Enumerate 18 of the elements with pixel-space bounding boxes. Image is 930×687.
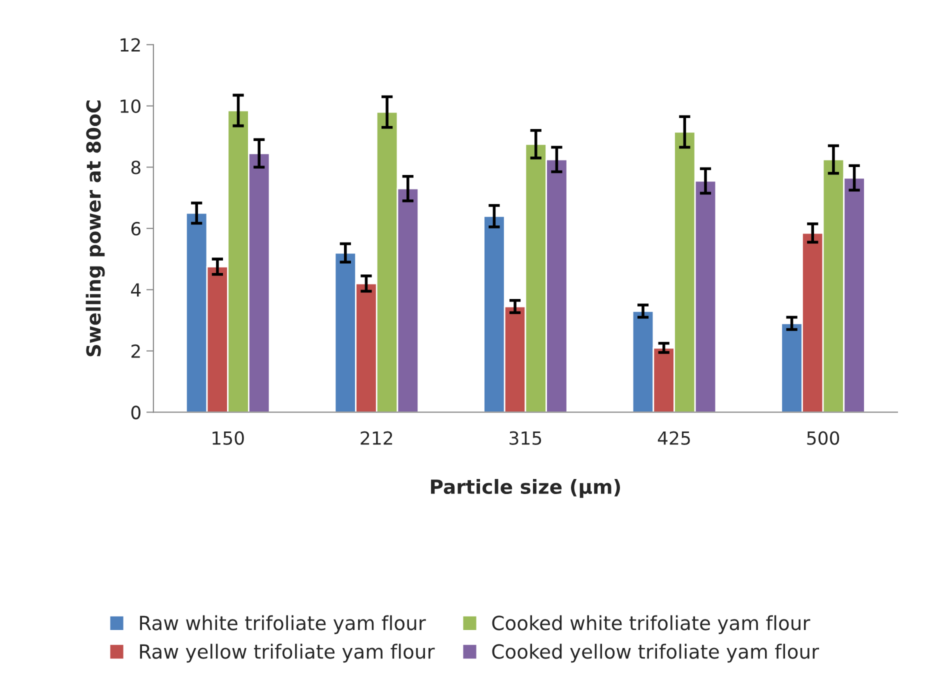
y-tick-label: 2: [131, 344, 140, 358]
y-tick-label: 12: [120, 38, 140, 52]
y-axis-title: Swelling power at 80oC: [86, 100, 105, 356]
x-tick-label: 425: [658, 431, 690, 445]
x-axis-title: Particle size (µm): [431, 478, 620, 498]
x-tick-label: 212: [360, 431, 392, 445]
y-tick-label: 4: [131, 283, 141, 297]
y-tick-label: 10: [120, 99, 140, 114]
y-tick-label: 8: [131, 160, 140, 174]
x-tick-label: 315: [510, 431, 542, 445]
legend-label: Cooked white trifoliate yam flour: [492, 615, 810, 634]
legend-label: Cooked yellow trifoliate yam flour: [492, 644, 820, 663]
y-tick-label: 0: [131, 406, 140, 420]
y-tick-label: 6: [131, 222, 141, 236]
x-tick-label: 150: [212, 431, 244, 445]
x-tick-label: 500: [807, 431, 840, 445]
legend-label: Raw yellow trifoliate yam flour: [140, 644, 435, 663]
legend-label: Raw white trifoliate yam flour: [140, 615, 426, 634]
